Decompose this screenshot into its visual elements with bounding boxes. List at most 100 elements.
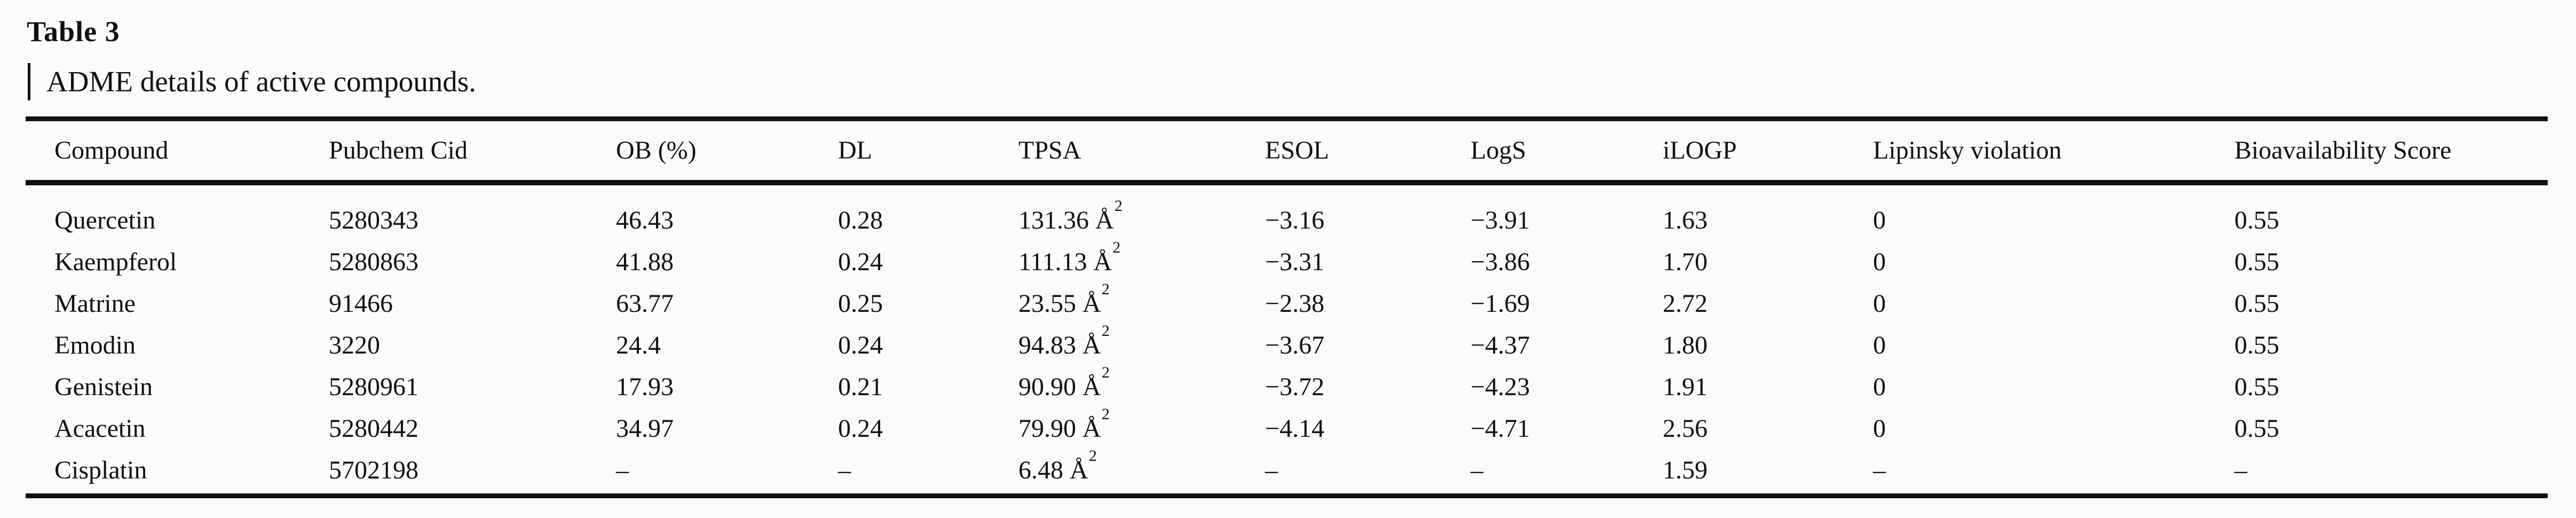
table-cell-bioavailability_score: 0.55 [2234, 331, 2279, 360]
table-cell-compound: Emodin [54, 331, 136, 360]
table-cell-dl: 0.24 [838, 248, 883, 277]
table-cell-logs: −1.69 [1471, 289, 1530, 318]
table-row: Acacetin 5280442 34.97 0.24 79.90 Å2 −4.14 −4.… [26, 405, 2548, 450]
table-cell-pubchem_cid: 91466 [329, 289, 393, 318]
table-cell-pubchem_cid: 5702198 [329, 456, 418, 485]
table-cell-ilogp: 1.70 [1663, 248, 1708, 277]
table-cell-ilogp: 1.80 [1663, 331, 1708, 360]
table-cell-esol: – [1265, 456, 1278, 485]
table-cell-tpsa: 90.90 Å2 [1018, 363, 1110, 402]
table-cell-bioavailability_score: 0.55 [2234, 248, 2279, 277]
superscript: 2 [1112, 238, 1121, 256]
table-label: Table 3 [27, 15, 120, 48]
table-cell-ilogp: 1.59 [1663, 456, 1708, 485]
table-cell-esol: −4.14 [1265, 414, 1325, 443]
column-header-lipinsky_violation: Lipinsky violation [1873, 136, 2062, 165]
table-cell-ob_percent: 46.43 [616, 206, 674, 235]
column-header-bioavailability_score: Bioavailability Score [2234, 136, 2452, 165]
table-cell-compound: Kaempferol [54, 248, 177, 277]
table-cell-logs: −4.37 [1471, 331, 1530, 360]
table-cell-ob_percent: 34.97 [616, 414, 674, 443]
table-cell-esol: −3.16 [1265, 206, 1325, 235]
table-cell-logs: −3.86 [1471, 248, 1530, 277]
table-cell-pubchem_cid: 5280961 [329, 373, 418, 402]
caption-text: ADME details of active compounds. [46, 65, 476, 98]
table-cell-esol: −2.38 [1265, 289, 1325, 318]
table-bottom-rule [26, 493, 2548, 498]
superscript: 2 [1101, 405, 1110, 423]
table-cell-tpsa: 131.36 Å2 [1018, 197, 1123, 235]
column-header-tpsa: TPSA [1018, 136, 1081, 165]
table-cell-logs: – [1471, 456, 1483, 485]
table-cell-dl: 0.25 [838, 289, 883, 318]
column-header-ilogp: iLOGP [1663, 136, 1737, 165]
table-cell-pubchem_cid: 5280343 [329, 206, 418, 235]
table-cell-lipinsky_violation: – [1873, 456, 1886, 485]
table-body: Quercetin 5280343 46.43 0.28 131.36 Å2 −3.16 −… [26, 186, 2548, 491]
table-row: Quercetin 5280343 46.43 0.28 131.36 Å2 −3.16 −… [26, 197, 2548, 241]
table-cell-tpsa: 111.13 Å2 [1018, 238, 1121, 277]
table-cell-tpsa: 23.55 Å2 [1018, 280, 1110, 318]
table-cell-lipinsky_violation: 0 [1873, 248, 1886, 277]
column-header-dl: DL [838, 136, 872, 165]
table-cell-logs: −4.71 [1471, 414, 1530, 443]
table-row: Cisplatin 5702198 – – 6.48 Å2 – – 1.59 – – [26, 446, 2548, 491]
table-cell-bioavailability_score: – [2234, 456, 2247, 485]
table-cell-compound: Matrine [54, 289, 136, 318]
column-header-ob_percent: OB (%) [616, 136, 697, 165]
table-row: Genistein 5280961 17.93 0.21 90.90 Å2 −3.72 −4… [26, 363, 2548, 408]
table-cell-lipinsky_violation: 0 [1873, 206, 1886, 235]
column-header-logs: LogS [1471, 136, 1527, 165]
table-cell-esol: −3.72 [1265, 373, 1325, 402]
table-cell-bioavailability_score: 0.55 [2234, 414, 2279, 443]
column-header-esol: ESOL [1265, 136, 1329, 165]
table-cell-lipinsky_violation: 0 [1873, 414, 1886, 443]
table-header-row: Compound Pubchem Cid OB (%) DL TPSA ESOL LogS i… [26, 121, 2548, 180]
table-cell-tpsa: 79.90 Å2 [1018, 405, 1110, 443]
table-cell-ob_percent: – [616, 456, 629, 485]
superscript: 2 [1101, 321, 1110, 340]
table-cell-ilogp: 2.72 [1663, 289, 1708, 318]
table-cell-compound: Quercetin [54, 206, 156, 235]
superscript: 2 [1114, 197, 1123, 215]
table-caption: ADME details of active compounds. [28, 63, 476, 100]
table-row: Emodin 3220 24.4 0.24 94.83 Å2 −3.67 −4.37 1.80… [26, 321, 2548, 366]
table-cell-dl: – [838, 456, 851, 485]
table-cell-bioavailability_score: 0.55 [2234, 373, 2279, 402]
table-cell-pubchem_cid: 3220 [329, 331, 380, 360]
table-cell-ob_percent: 41.88 [616, 248, 674, 277]
column-header-pubchem_cid: Pubchem Cid [329, 136, 468, 165]
table-cell-ob_percent: 17.93 [616, 373, 674, 402]
superscript: 2 [1101, 363, 1110, 381]
table-cell-bioavailability_score: 0.55 [2234, 206, 2279, 235]
table-row: Kaempferol 5280863 41.88 0.24 111.13 Å2 −3.31… [26, 238, 2548, 283]
table-cell-compound: Cisplatin [54, 456, 147, 485]
table-cell-lipinsky_violation: 0 [1873, 289, 1886, 318]
caption-bar [28, 63, 30, 100]
table-cell-dl: 0.21 [838, 373, 883, 402]
table-cell-ilogp: 1.63 [1663, 206, 1708, 235]
table-cell-ilogp: 1.91 [1663, 373, 1708, 402]
table-cell-pubchem_cid: 5280442 [329, 414, 418, 443]
table-cell-logs: −4.23 [1471, 373, 1530, 402]
table-row: Matrine 91466 63.77 0.25 23.55 Å2 −2.38 −1.69 2… [26, 280, 2548, 325]
table-cell-esol: −3.31 [1265, 248, 1325, 277]
table-cell-ob_percent: 63.77 [616, 289, 674, 318]
table-cell-tpsa: 6.48 Å2 [1018, 446, 1097, 485]
table-cell-compound: Genistein [54, 373, 153, 402]
table-top-rule [26, 116, 2548, 121]
column-header-compound: Compound [54, 136, 169, 165]
superscript: 2 [1088, 446, 1097, 465]
table-cell-bioavailability_score: 0.55 [2234, 289, 2279, 318]
table-cell-esol: −3.67 [1265, 331, 1325, 360]
superscript: 2 [1101, 280, 1110, 298]
table-cell-pubchem_cid: 5280863 [329, 248, 418, 277]
table-cell-lipinsky_violation: 0 [1873, 373, 1886, 402]
table-cell-compound: Acacetin [54, 414, 146, 443]
table-cell-ilogp: 2.56 [1663, 414, 1708, 443]
table-cell-tpsa: 94.83 Å2 [1018, 321, 1110, 360]
table-cell-dl: 0.28 [838, 206, 883, 235]
table-header-rule [26, 180, 2548, 185]
table-cell-lipinsky_violation: 0 [1873, 331, 1886, 360]
